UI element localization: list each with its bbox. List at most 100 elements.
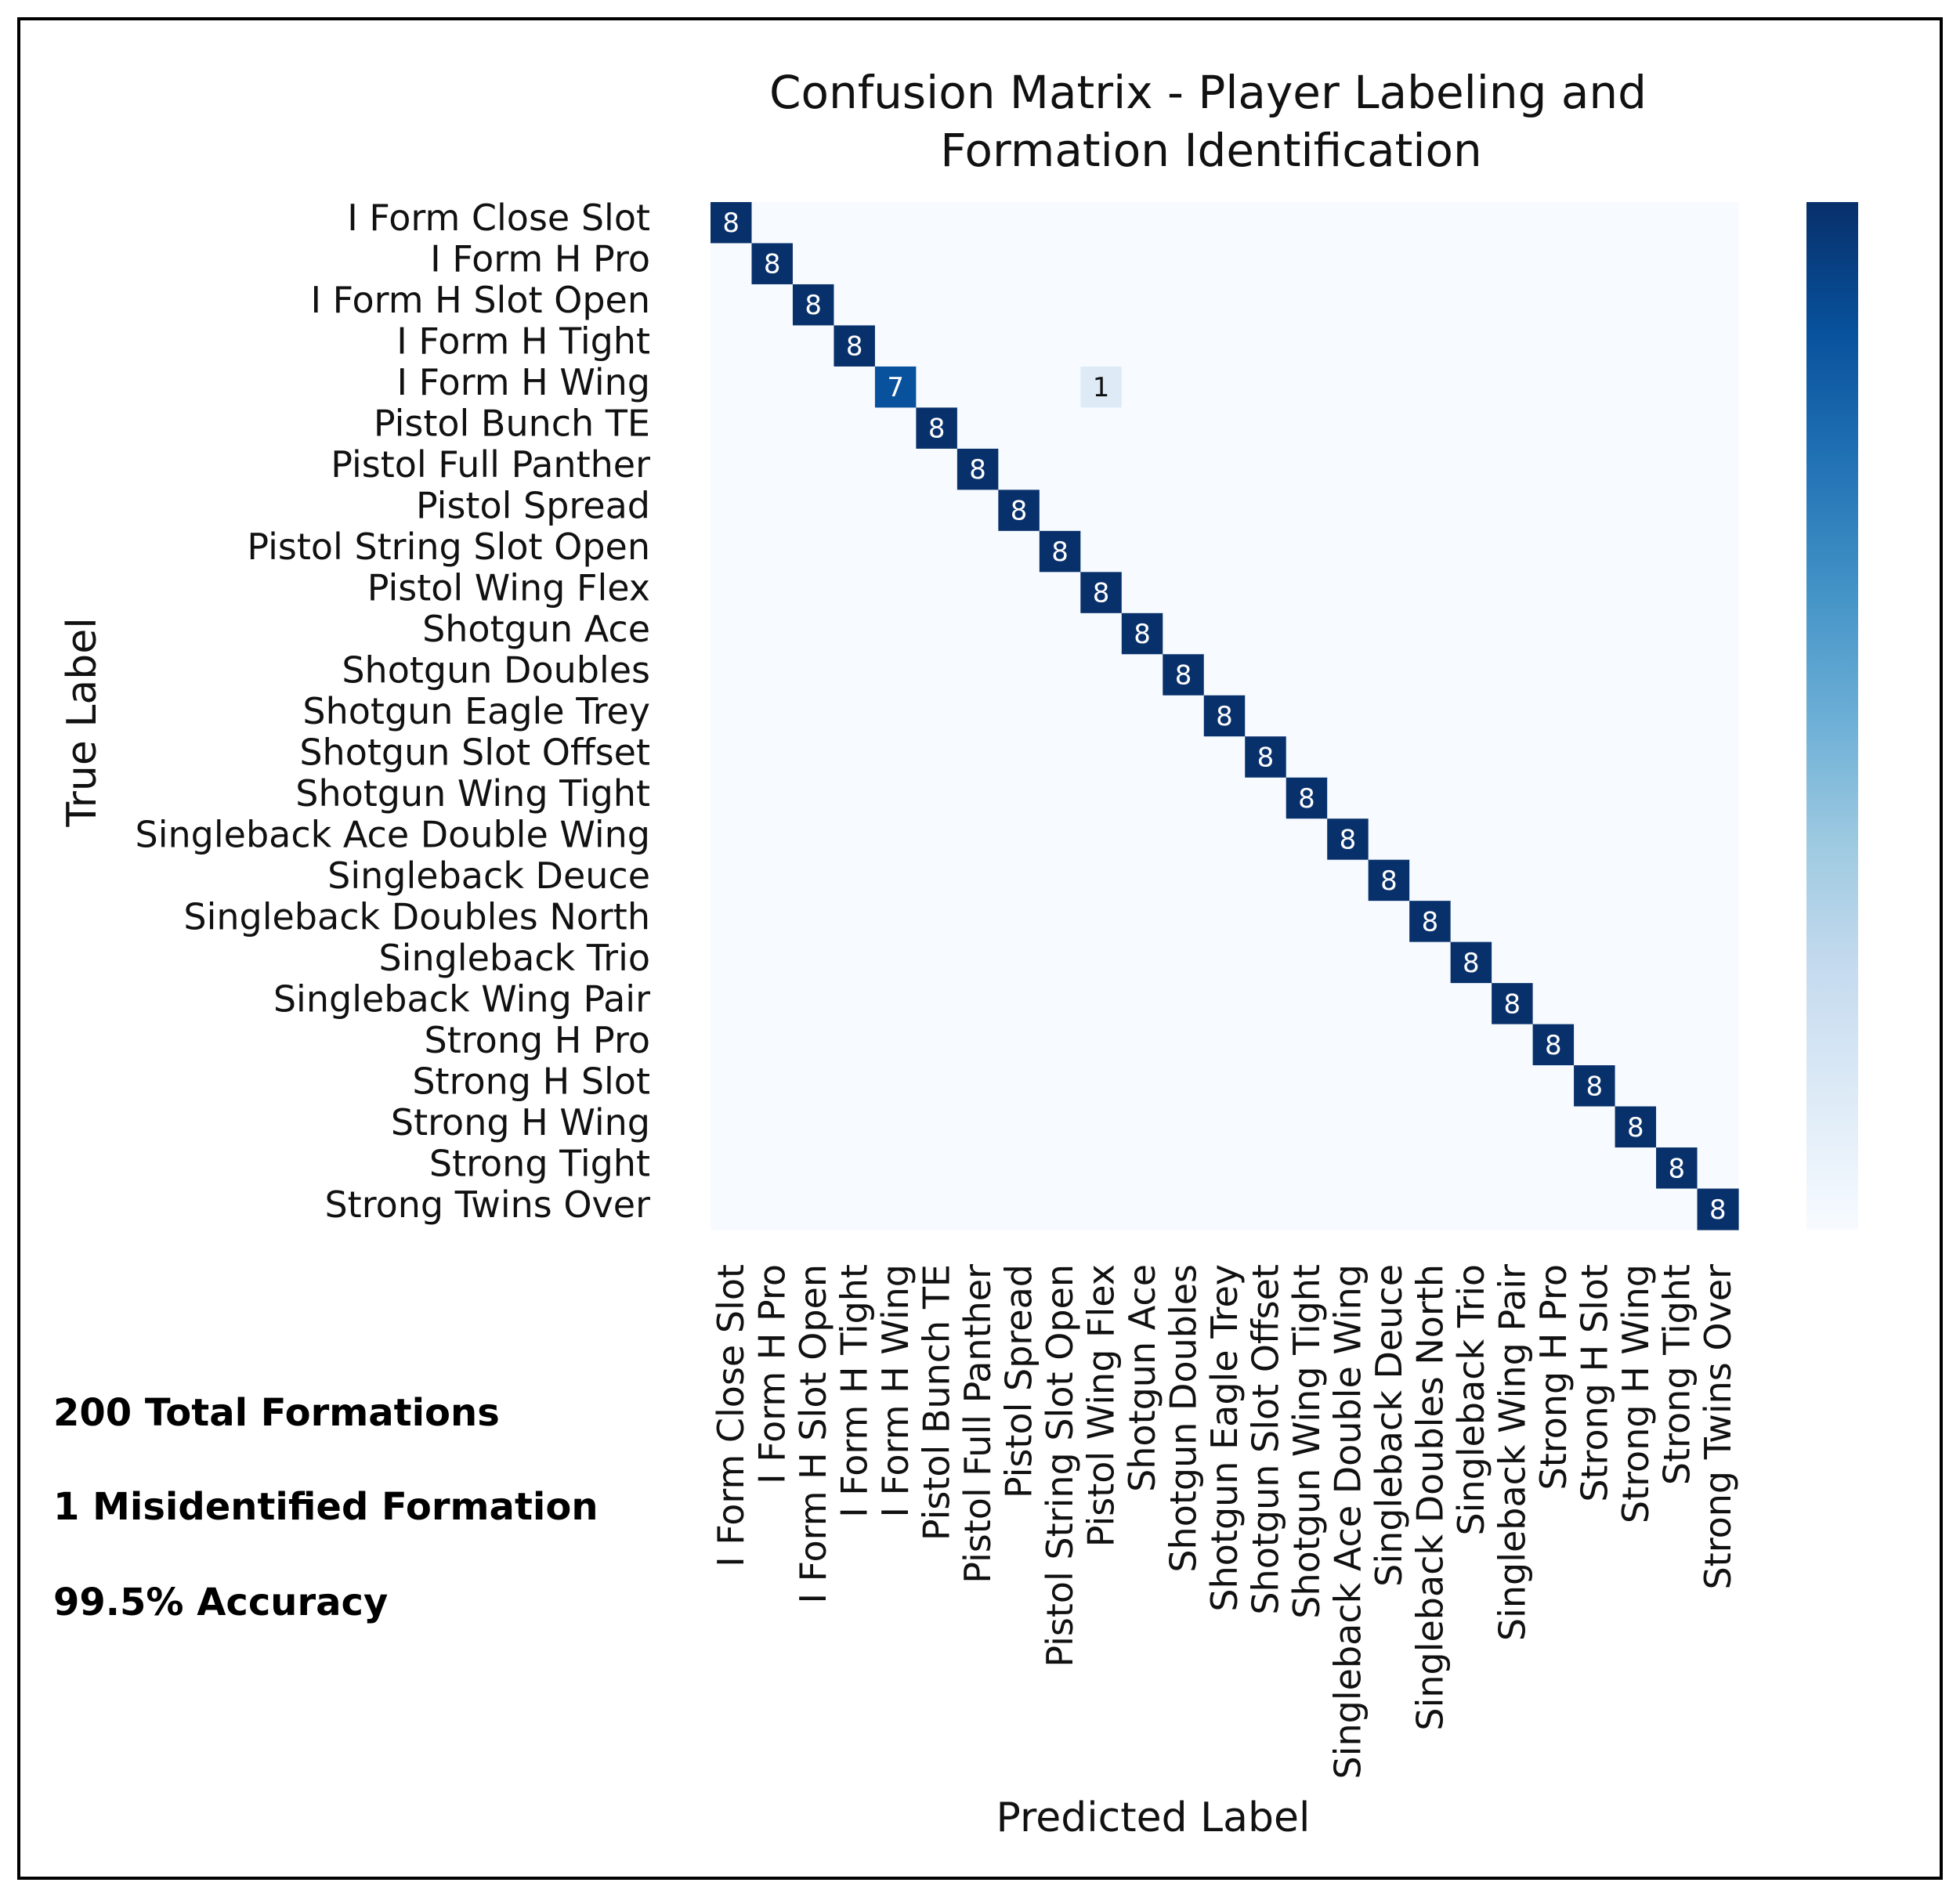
heatmap-cell — [1615, 490, 1657, 532]
heatmap-cell — [1039, 901, 1081, 943]
y-tick-label: Strong H Wing — [391, 1101, 650, 1144]
heatmap-cell — [1327, 572, 1369, 614]
heatmap-cell — [751, 202, 794, 244]
heatmap-cell — [874, 1188, 917, 1230]
heatmap-cell — [1574, 490, 1616, 532]
heatmap-cell — [1492, 1106, 1534, 1148]
heatmap-cell — [1203, 407, 1246, 450]
cell-value-label: 8 — [805, 290, 822, 321]
heatmap-cell — [1121, 572, 1163, 614]
heatmap-cell — [1286, 243, 1328, 285]
heatmap-cell — [1615, 243, 1657, 285]
heatmap-cell — [1121, 654, 1163, 696]
heatmap-cell — [998, 407, 1040, 450]
heatmap-cell — [1368, 366, 1410, 408]
heatmap-cell — [1286, 941, 1328, 984]
heatmap-cell — [1245, 530, 1287, 573]
heatmap-cell — [1080, 572, 1123, 614]
heatmap-cell — [1532, 736, 1575, 779]
heatmap-cell — [711, 1024, 753, 1066]
heatmap-cell — [1039, 1024, 1081, 1066]
heatmap-cell — [792, 901, 835, 943]
heatmap-cell — [1080, 1024, 1123, 1066]
heatmap-cell — [751, 818, 794, 861]
heatmap-cell — [1080, 284, 1123, 327]
heatmap-cell — [1368, 325, 1410, 367]
heatmap-cell — [1368, 407, 1410, 450]
heatmap-cells — [711, 202, 1739, 1230]
heatmap-cell — [1368, 530, 1410, 573]
heatmap-cell — [1697, 941, 1739, 984]
heatmap-cell — [1327, 284, 1369, 327]
heatmap-cell — [874, 983, 917, 1025]
heatmap-cell — [1163, 941, 1205, 984]
heatmap-cell — [1574, 448, 1616, 490]
heatmap-cell — [1121, 243, 1163, 285]
heatmap-cell — [1368, 859, 1410, 902]
heatmap-cell — [998, 983, 1040, 1025]
heatmap-cell — [1615, 983, 1657, 1025]
heatmap-cell — [1615, 654, 1657, 696]
heatmap-cell — [1697, 859, 1739, 902]
heatmap-cell — [1656, 325, 1698, 367]
heatmap-cell — [1368, 1106, 1410, 1148]
heatmap-cell — [1163, 901, 1205, 943]
heatmap-cell — [1327, 901, 1369, 943]
heatmap-cell — [1697, 366, 1739, 408]
heatmap-cell — [711, 612, 753, 655]
heatmap-cell — [956, 1024, 999, 1066]
y-tick-label: Pistol Wing Flex — [367, 567, 650, 609]
heatmap-cell — [834, 325, 876, 367]
colorbar — [1806, 202, 1858, 1230]
heatmap-cell — [998, 818, 1040, 861]
heatmap-cell — [1450, 284, 1492, 327]
heatmap-cell — [916, 243, 958, 285]
heatmap-cell — [1574, 612, 1616, 655]
heatmap-cell — [1697, 490, 1739, 532]
heatmap-cell — [998, 366, 1040, 408]
heatmap-cell — [1039, 202, 1081, 244]
heatmap-cell — [1368, 654, 1410, 696]
heatmap-cell — [1409, 654, 1452, 696]
cell-value-label: 7 — [887, 372, 904, 403]
heatmap-cell — [1656, 777, 1698, 819]
heatmap-cell — [998, 736, 1040, 779]
heatmap-cell — [1327, 736, 1369, 779]
heatmap-cell — [916, 901, 958, 943]
y-tick-label: Singleback Ace Double Wing — [136, 813, 650, 855]
heatmap-cell — [956, 407, 999, 450]
heatmap-cell — [751, 612, 794, 655]
heatmap-cell — [1697, 448, 1739, 490]
cell-value-label: 8 — [1216, 701, 1233, 732]
heatmap-cell — [792, 1065, 835, 1107]
heatmap-cell — [998, 654, 1040, 696]
heatmap-cell — [1163, 983, 1205, 1025]
heatmap-cell — [834, 695, 876, 737]
heatmap-cell — [1368, 1188, 1410, 1230]
heatmap-cell — [998, 1188, 1040, 1230]
heatmap-cell — [1532, 777, 1575, 819]
heatmap-cell — [1450, 366, 1492, 408]
heatmap-cell — [1574, 983, 1616, 1025]
heatmap-cell — [1492, 654, 1534, 696]
heatmap-cell — [1574, 325, 1616, 367]
heatmap-cell — [1656, 572, 1698, 614]
heatmap-cell — [1163, 490, 1205, 532]
heatmap-cell — [998, 777, 1040, 819]
heatmap-cell — [792, 1024, 835, 1066]
heatmap-cell — [751, 448, 794, 490]
heatmap-cell — [792, 325, 835, 367]
heatmap-cell — [1163, 777, 1205, 819]
heatmap-cell — [1163, 736, 1205, 779]
heatmap-cell — [792, 243, 835, 285]
heatmap-cell — [956, 572, 999, 614]
heatmap-cell — [916, 695, 958, 737]
heatmap-cell — [1203, 530, 1246, 573]
heatmap-cell — [1368, 777, 1410, 819]
heatmap-cell — [1615, 901, 1657, 943]
heatmap-cell — [1574, 859, 1616, 902]
heatmap-cell — [1492, 983, 1534, 1025]
heatmap-cell — [1245, 1106, 1287, 1148]
heatmap-cell — [711, 284, 753, 327]
heatmap-cell — [1080, 1188, 1123, 1230]
